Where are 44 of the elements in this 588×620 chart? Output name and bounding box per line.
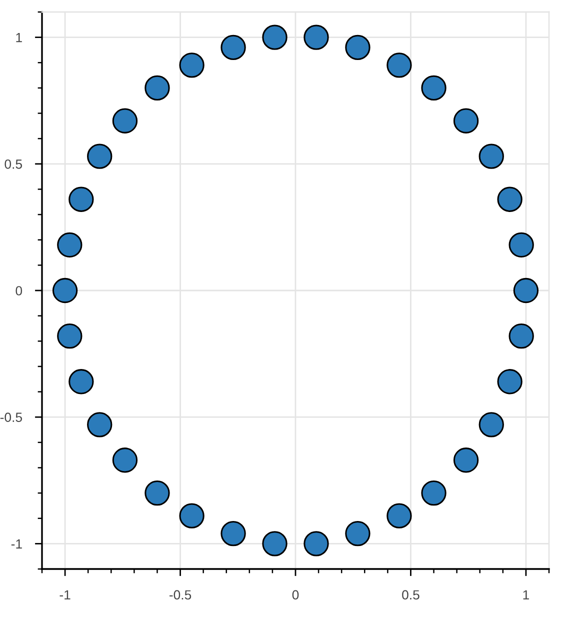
point [304,531,329,556]
point [508,323,534,349]
y-tick-label: -0.5 [0,412,22,422]
point [220,520,246,546]
point [508,232,534,258]
point [453,108,479,134]
point [68,186,94,212]
point [262,531,288,556]
point [87,144,112,169]
point [497,369,522,394]
point [57,323,82,349]
point [112,448,138,473]
x-tick-label: 0 [292,590,299,600]
point [497,186,522,212]
point [478,144,504,169]
point [52,278,78,304]
point [345,520,370,546]
point [304,24,329,50]
point [421,480,446,506]
point [386,52,412,78]
y-tick-label: -1 [11,539,22,548]
point [87,412,112,438]
point [57,232,82,258]
point [144,75,170,101]
y-tick-label: 0.5 [4,159,22,169]
point [112,108,138,134]
point [453,448,479,473]
point [345,34,370,60]
y-tick-label: 1 [16,33,22,42]
point [386,503,412,528]
x-tick-label: -1 [60,590,70,600]
x-tick-label: 0.5 [402,590,420,600]
x-tick-label: -0.5 [169,590,192,600]
point [262,24,288,50]
point [478,412,504,438]
point [179,52,204,78]
point [513,278,539,304]
y-tick-label: 0 [16,286,22,296]
point [220,34,246,60]
point [179,503,204,528]
point [144,480,170,506]
x-tick-label: 1 [523,590,529,600]
point [68,369,94,394]
point [421,75,446,101]
